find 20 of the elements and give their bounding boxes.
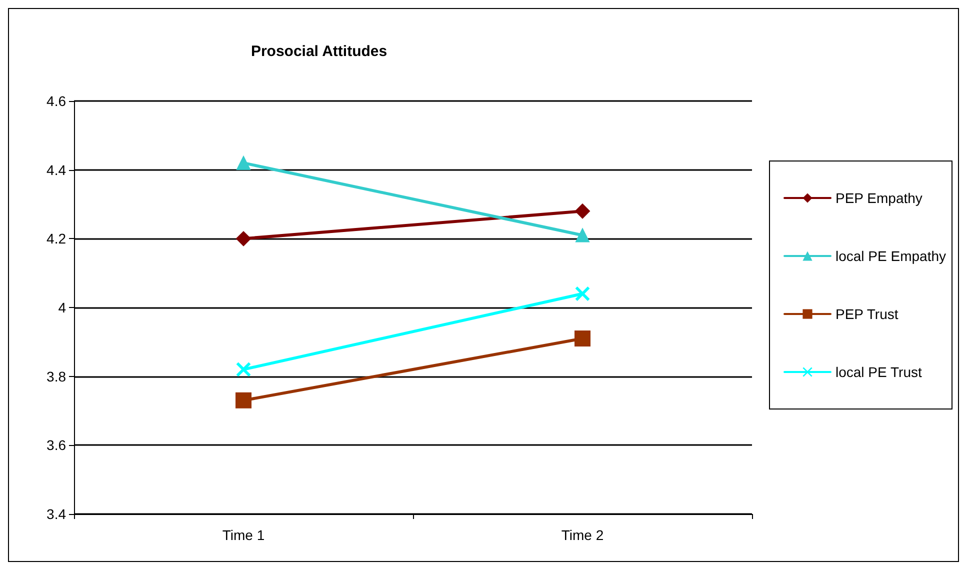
point — [236, 362, 250, 376]
y-tick-label: 4.6 — [46, 93, 66, 109]
y-tick-label: 3.8 — [46, 368, 66, 384]
legend-label: local PE Trust — [836, 364, 922, 380]
chart-title: Prosocial Attitudes — [250, 43, 388, 60]
legend-label: PEP Trust — [836, 306, 898, 322]
legend-label: PEP Empathy — [836, 190, 922, 206]
legend-label: local PE Empathy — [836, 248, 946, 264]
point — [575, 204, 590, 219]
y-tick-label: 4.2 — [46, 230, 66, 247]
y-tick-label: 3.6 — [46, 437, 66, 454]
point — [576, 286, 590, 301]
point — [574, 330, 590, 346]
y-tick-label: 3.4 — [46, 506, 66, 522]
y-tick-label: 4 — [58, 300, 66, 316]
y-tick-label: 4.4 — [46, 162, 66, 178]
x-tick-label: Time 2 — [561, 527, 604, 543]
point — [236, 392, 252, 408]
x-tick-label: Time 1 — [222, 527, 265, 543]
point — [236, 231, 251, 246]
